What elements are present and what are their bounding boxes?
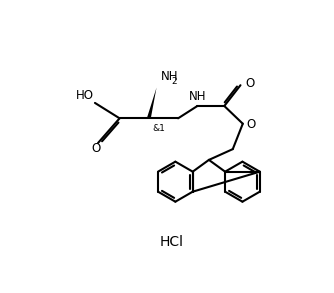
Text: O: O	[92, 142, 101, 155]
Text: O: O	[246, 118, 256, 131]
Text: NH: NH	[189, 90, 207, 103]
Polygon shape	[147, 88, 157, 119]
Text: O: O	[245, 77, 255, 90]
Text: HCl: HCl	[159, 234, 183, 248]
Text: &1: &1	[152, 124, 165, 133]
Text: NH: NH	[160, 70, 178, 83]
Text: HO: HO	[75, 89, 94, 102]
Text: 2: 2	[171, 77, 177, 86]
